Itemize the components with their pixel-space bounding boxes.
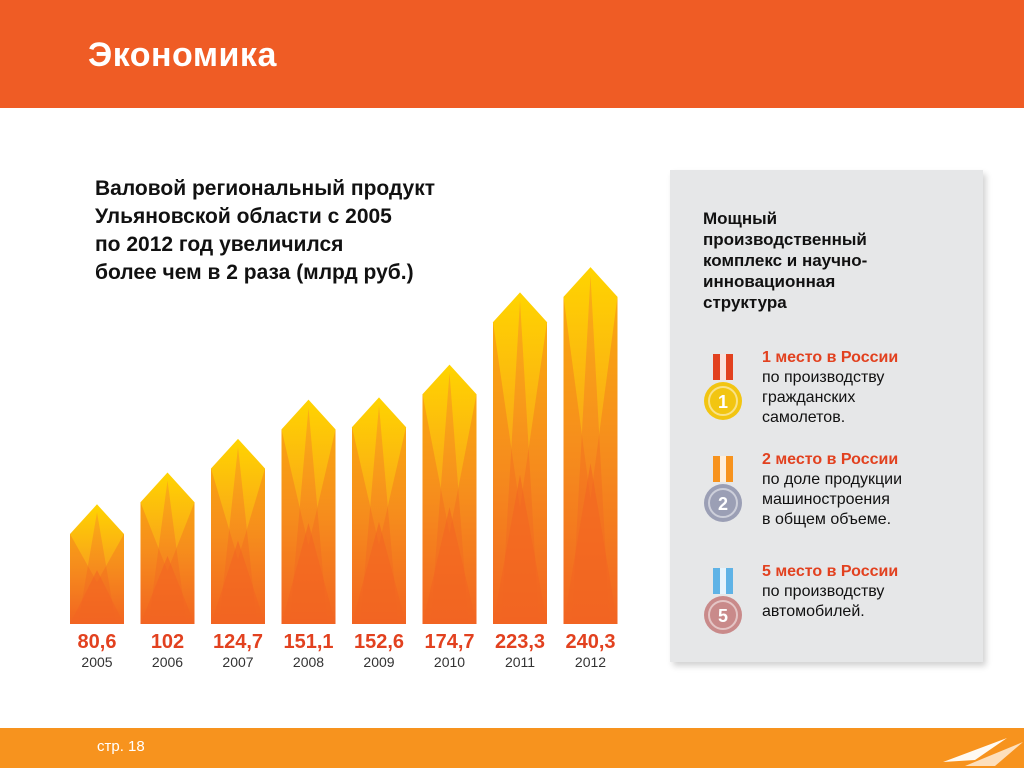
bar-value-label: 151,1 <box>283 631 333 653</box>
award-rank: 5 место в России <box>762 563 899 580</box>
bar-2011 <box>493 292 547 624</box>
medal-number: 2 <box>718 494 728 514</box>
bar-2010 <box>422 364 477 624</box>
year-label: 2012 <box>575 654 606 670</box>
award-text: 1 место в России по производству граждан… <box>762 348 898 428</box>
award-desc-line: машиностроения <box>762 491 890 508</box>
award-rank: 2 место в России <box>762 451 899 468</box>
bar-value-label: 174,7 <box>424 631 474 653</box>
award-desc-line: по производству <box>762 369 885 386</box>
bar-value-label: 124,7 <box>213 631 263 653</box>
award-desc-line: в общем объеме. <box>762 511 892 528</box>
award-text: 2 место в России по доле продукции машин… <box>762 450 902 530</box>
award-desc-line: гражданских <box>762 389 856 406</box>
panel-title-line: структура <box>703 293 787 312</box>
grp-bar-chart: 80,620051022006124,72007151,12008152,620… <box>70 267 618 670</box>
bar-2008 <box>281 399 336 624</box>
bar-value-label: 152,6 <box>354 631 404 653</box>
year-label: 2009 <box>363 654 394 670</box>
year-label: 2010 <box>434 654 465 670</box>
bar-2012 <box>563 267 618 624</box>
chart-heading: Валовой региональный продукт Ульяновской… <box>95 175 515 287</box>
airplane-logo-icon <box>943 738 1023 766</box>
bar-2006 <box>140 472 195 624</box>
year-label: 2006 <box>152 654 183 670</box>
silver-medal-icon: 2 <box>704 456 742 522</box>
award-desc-line: автомобилей. <box>762 603 865 620</box>
award-rank: 1 место в России <box>762 349 899 366</box>
bar-value-label: 80,6 <box>78 631 117 653</box>
award-desc-line: по производству <box>762 583 885 600</box>
panel-title-line: инновационная <box>703 272 836 291</box>
chart-heading-line: более чем в 2 раза (млрд руб.) <box>95 261 414 284</box>
chart-heading-line: Валовой региональный продукт <box>95 177 436 200</box>
bar-2009 <box>352 397 406 624</box>
award-text: 5 место в России по производству автомоб… <box>762 562 898 622</box>
header-bar <box>0 0 1024 108</box>
year-label: 2011 <box>505 654 535 670</box>
panel-title: Мощный производственный комплекс и научн… <box>703 208 963 313</box>
footer-bar <box>0 728 1024 768</box>
bar-value-label: 240,3 <box>565 631 615 653</box>
fifth-place-medal-icon: 5 <box>704 568 742 634</box>
bar-value-label: 102 <box>151 631 184 653</box>
panel-title-line: комплекс и научно- <box>703 251 868 270</box>
page-number: стр. 18 <box>97 738 145 755</box>
year-label: 2008 <box>293 654 324 670</box>
bar-value-label: 223,3 <box>495 631 545 653</box>
award-desc-line: самолетов. <box>762 409 846 426</box>
panel-title-line: производственный <box>703 230 867 249</box>
year-label: 2007 <box>222 654 253 670</box>
medal-number: 5 <box>718 606 728 626</box>
gold-medal-icon: 1 <box>704 354 742 420</box>
chart-heading-line: по 2012 год увеличился <box>95 233 344 256</box>
award-desc-line: по доле продукции <box>762 471 903 488</box>
chart-heading-line: Ульяновской области с 2005 <box>95 205 392 228</box>
panel-title-line: Мощный <box>703 209 778 228</box>
year-label: 2005 <box>81 654 112 670</box>
medal-number: 1 <box>718 392 728 412</box>
bar-2005 <box>70 504 124 624</box>
page-title: Экономика <box>88 36 277 74</box>
bar-2007 <box>211 438 265 624</box>
